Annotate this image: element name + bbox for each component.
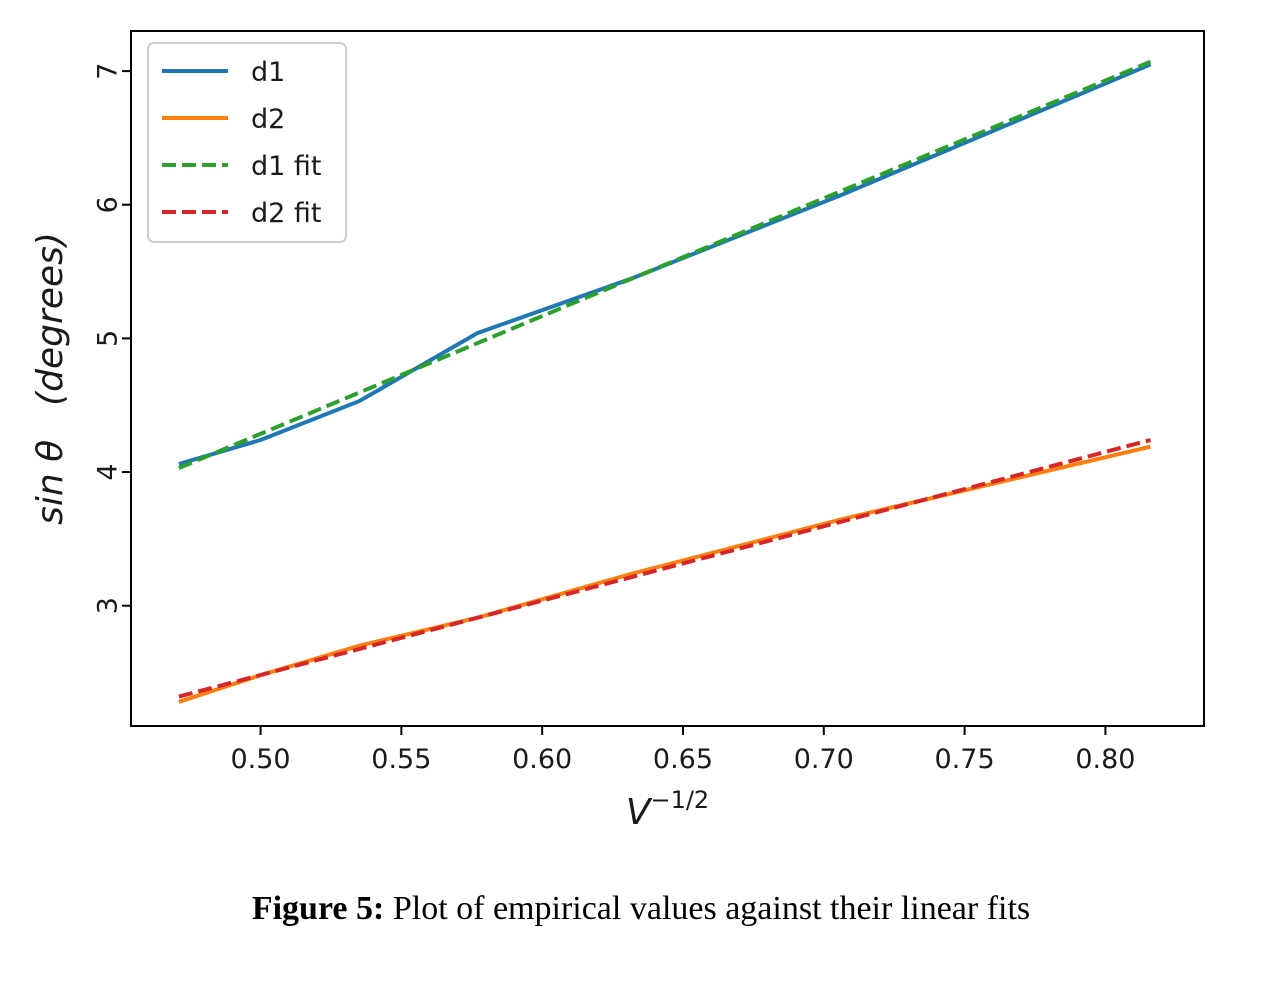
x-axis-title-exponent: −1/2 <box>650 786 709 814</box>
x-axis-title: V−1/2 <box>626 786 709 833</box>
legend-label-d1-fit: d1 fit <box>251 151 322 182</box>
figure-caption-label: Figure 5: <box>251 890 385 927</box>
x-tick-label: 0.65 <box>653 744 713 775</box>
legend-label-d2: d2 <box>251 104 285 135</box>
y-tick-label: 6 <box>92 196 123 213</box>
legend-label-d2-fit: d2 fit <box>251 198 322 229</box>
figure-caption: Figure 5: Plot of empirical values again… <box>0 890 1282 928</box>
series-line-d2 <box>178 444 1151 704</box>
legend-box <box>147 42 347 243</box>
y-axis: 3 4 5 6 7 <box>92 63 131 614</box>
x-tick-label: 0.70 <box>794 744 854 775</box>
legend: d1 d2 d1 fit d2 fit <box>147 42 347 243</box>
x-tick-label: 0.75 <box>935 744 995 775</box>
y-axis-title-part1: sin θ <box>30 440 71 525</box>
y-tick-label: 4 <box>92 463 123 480</box>
legend-label-d1: d1 <box>251 57 285 88</box>
series-line-d1 <box>178 62 1152 466</box>
x-axis-title-base: V <box>626 792 653 833</box>
series-line-d1-fit <box>178 59 1152 470</box>
plot-frame <box>130 30 1205 727</box>
x-tick-label: 0.60 <box>512 744 572 775</box>
x-tick-label: 0.50 <box>230 744 290 775</box>
y-axis-title: sin θ (degrees) <box>30 232 71 525</box>
chart: 0.50 0.55 0.60 0.65 0.70 0.75 0.80 3 4 5 6 7 V−1/2… <box>30 30 1205 833</box>
y-tick-label: 3 <box>92 597 123 614</box>
x-tick-label: 0.80 <box>1075 744 1135 775</box>
figure-caption-text: Plot of empirical values against their l… <box>384 890 1031 927</box>
y-axis-title-part2: (degrees) <box>30 232 71 406</box>
y-tick-label: 7 <box>92 63 123 80</box>
x-tick-label: 0.55 <box>371 744 431 775</box>
x-axis: 0.50 0.55 0.60 0.65 0.70 0.75 0.80 <box>230 726 1135 775</box>
y-tick-label: 5 <box>92 330 123 347</box>
plot-area <box>178 59 1152 704</box>
series-line-d2-fit <box>178 438 1152 699</box>
